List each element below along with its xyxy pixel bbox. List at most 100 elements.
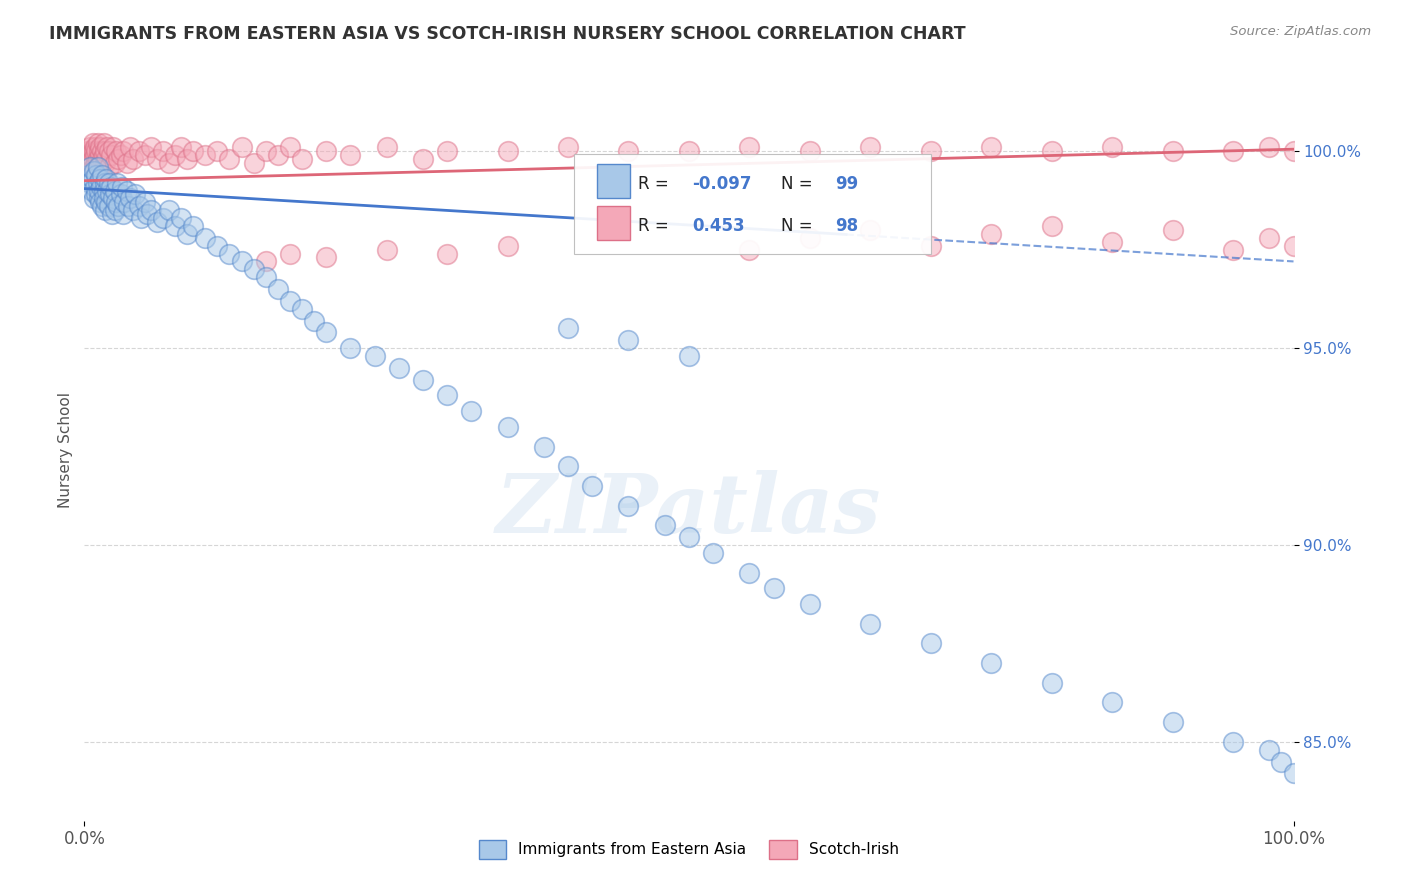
Point	[436, 246, 458, 260]
Point	[94, 144, 117, 158]
Point	[115, 184, 138, 198]
Point	[86, 160, 108, 174]
FancyBboxPatch shape	[598, 206, 630, 240]
Point	[134, 148, 156, 162]
Point	[496, 144, 519, 158]
Point	[112, 195, 135, 210]
Point	[654, 518, 676, 533]
Point	[1282, 144, 1305, 158]
Point	[557, 321, 579, 335]
Point	[581, 479, 603, 493]
Point	[278, 140, 301, 154]
Point	[165, 148, 187, 162]
Point	[1222, 243, 1244, 257]
Point	[93, 184, 115, 198]
Point	[120, 191, 142, 205]
Point	[124, 187, 146, 202]
Point	[799, 231, 821, 245]
Point	[79, 140, 101, 154]
Point	[121, 152, 143, 166]
Point	[267, 148, 290, 162]
Point	[1270, 755, 1292, 769]
Point	[1258, 231, 1281, 245]
Point	[96, 140, 118, 154]
Point	[139, 140, 162, 154]
Point	[120, 140, 142, 154]
Point	[83, 144, 105, 158]
Point	[80, 144, 103, 158]
Point	[436, 388, 458, 402]
FancyBboxPatch shape	[574, 154, 931, 254]
Point	[94, 156, 117, 170]
Point	[339, 148, 361, 162]
Point	[79, 160, 101, 174]
Point	[77, 152, 100, 166]
Point	[89, 140, 111, 154]
Point	[291, 301, 314, 316]
Point	[103, 140, 125, 154]
Point	[920, 636, 942, 650]
Point	[617, 144, 640, 158]
Point	[86, 136, 108, 151]
Point	[94, 176, 117, 190]
Point	[107, 152, 129, 166]
Point	[94, 195, 117, 210]
Point	[98, 187, 121, 202]
Point	[678, 349, 700, 363]
Point	[375, 140, 398, 154]
Point	[762, 582, 785, 596]
Point	[302, 313, 325, 327]
Point	[128, 144, 150, 158]
Point	[1222, 144, 1244, 158]
Point	[1258, 743, 1281, 757]
Point	[87, 191, 110, 205]
Text: N =: N =	[780, 175, 818, 193]
Point	[254, 254, 277, 268]
Point	[152, 211, 174, 226]
Point	[165, 219, 187, 233]
Point	[460, 404, 482, 418]
Point	[111, 179, 134, 194]
Point	[738, 140, 761, 154]
Point	[105, 176, 128, 190]
Point	[128, 199, 150, 213]
Point	[242, 262, 264, 277]
Point	[82, 136, 104, 151]
Point	[91, 144, 114, 158]
Point	[80, 156, 103, 170]
Point	[1101, 140, 1123, 154]
Point	[859, 616, 882, 631]
Point	[278, 246, 301, 260]
Point	[110, 148, 132, 162]
Point	[112, 144, 135, 158]
Point	[84, 148, 107, 162]
Text: Source: ZipAtlas.com: Source: ZipAtlas.com	[1230, 25, 1371, 38]
Point	[97, 160, 120, 174]
Point	[115, 156, 138, 170]
Point	[291, 152, 314, 166]
Point	[104, 184, 127, 198]
Point	[79, 176, 101, 190]
Point	[176, 227, 198, 241]
Point	[920, 144, 942, 158]
Point	[86, 187, 108, 202]
Text: R =: R =	[638, 175, 673, 193]
Point	[96, 184, 118, 198]
Point	[89, 148, 111, 162]
Point	[738, 566, 761, 580]
Point	[97, 176, 120, 190]
Point	[218, 246, 240, 260]
FancyBboxPatch shape	[598, 164, 630, 198]
Text: ZIPatlas: ZIPatlas	[496, 470, 882, 549]
Point	[242, 156, 264, 170]
Point	[267, 282, 290, 296]
Point	[87, 144, 110, 158]
Point	[218, 152, 240, 166]
Point	[86, 168, 108, 182]
Point	[207, 238, 229, 252]
Legend: Immigrants from Eastern Asia, Scotch-Irish: Immigrants from Eastern Asia, Scotch-Iri…	[472, 834, 905, 865]
Point	[980, 656, 1002, 670]
Point	[121, 203, 143, 218]
Point	[1101, 235, 1123, 249]
Text: 99: 99	[835, 175, 859, 193]
